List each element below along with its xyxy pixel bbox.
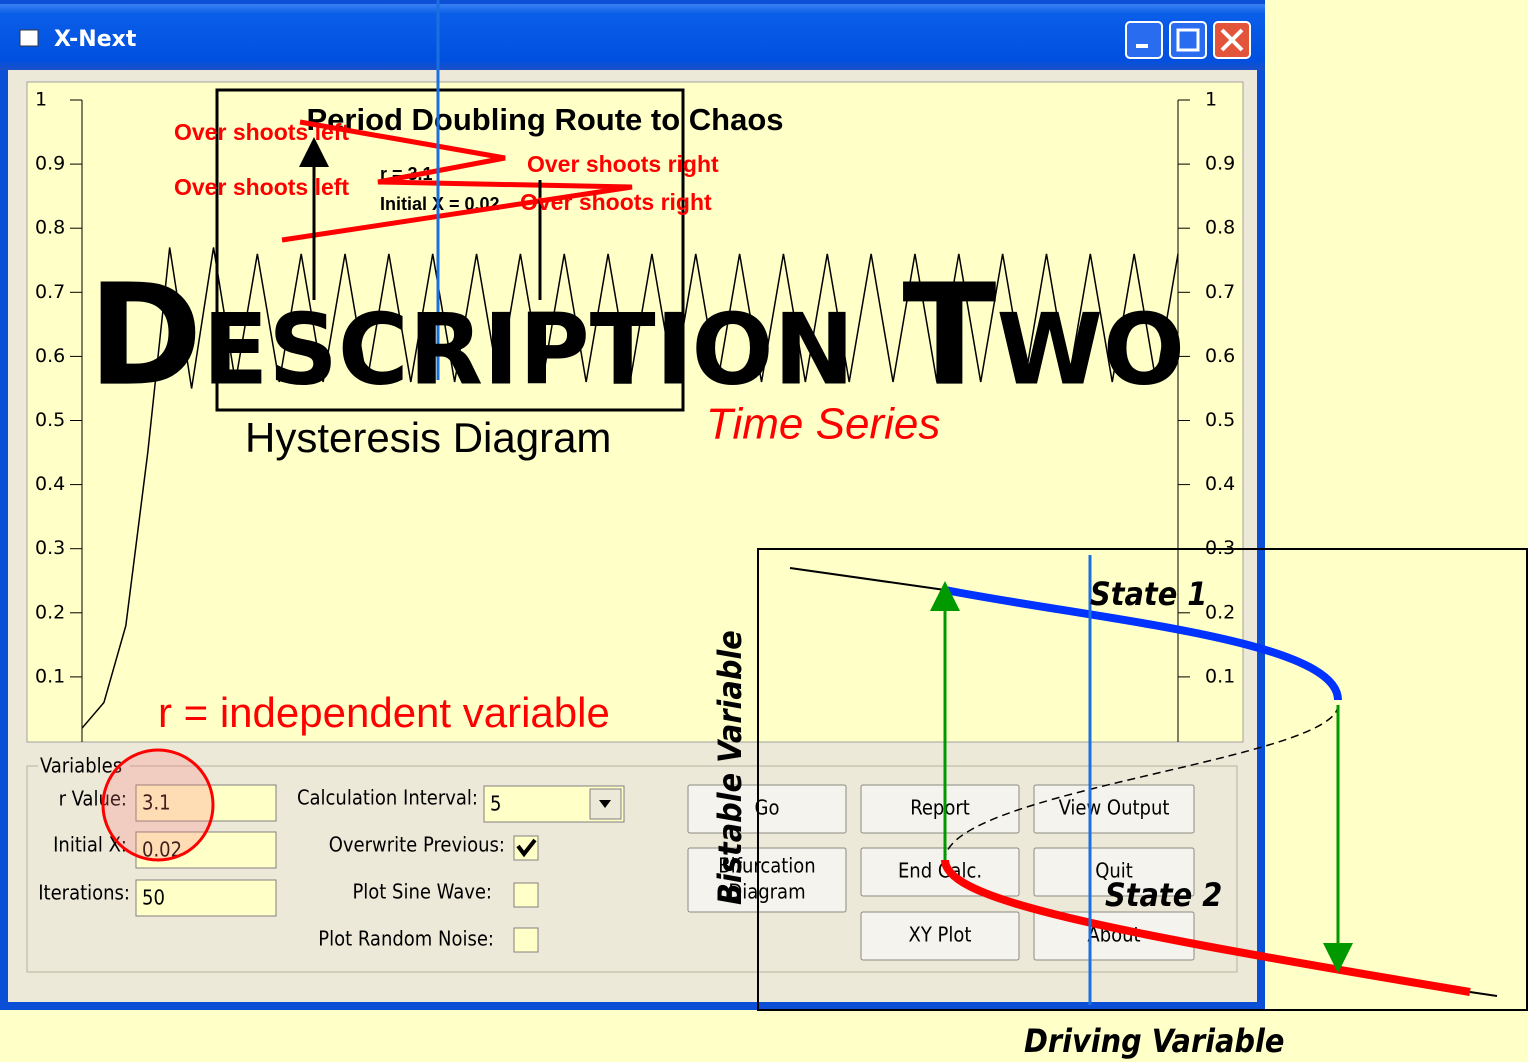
y-tick-label: 0.7 bbox=[35, 281, 65, 303]
y-tick-label: 1 bbox=[35, 89, 47, 111]
heading: Description Two bbox=[88, 255, 1185, 418]
y-tick-label: 1 bbox=[1205, 89, 1217, 111]
y-tick-label: 0.5 bbox=[35, 409, 65, 431]
y-tick-label: 0.8 bbox=[35, 217, 65, 239]
button-label: Diagram bbox=[728, 880, 805, 904]
iter-value: 50 bbox=[142, 886, 165, 910]
y-tick-label: 0.4 bbox=[1205, 473, 1235, 495]
x-label: Initial X: bbox=[53, 833, 127, 857]
button-label: End Calc. bbox=[898, 859, 982, 883]
y-tick-label: 0.4 bbox=[35, 473, 65, 495]
window-icon bbox=[19, 29, 39, 47]
hysteresis-label: Hysteresis Diagram bbox=[245, 414, 611, 461]
group-label-bg bbox=[38, 756, 130, 776]
noise-label: Plot Random Noise: bbox=[318, 927, 494, 951]
y-tick-label: 0.9 bbox=[1205, 153, 1235, 175]
annotation: Over shoots right bbox=[520, 189, 712, 215]
y-tick-label: 0.9 bbox=[35, 153, 65, 175]
x-axis-label: Driving Variable bbox=[1024, 1022, 1284, 1060]
close-icon bbox=[1220, 28, 1244, 52]
maximize-button[interactable] bbox=[1169, 21, 1207, 59]
plot-area bbox=[26, 81, 1244, 743]
noise-checkbox[interactable] bbox=[513, 927, 539, 953]
check-mark bbox=[516, 838, 537, 858]
minimize-icon bbox=[1136, 44, 1148, 48]
time-series-label: Time Series bbox=[706, 400, 940, 449]
y-tick-label: 0.8 bbox=[1205, 217, 1235, 239]
time-series-line bbox=[81, 247, 1179, 729]
sine-checkbox[interactable] bbox=[513, 882, 539, 908]
plot-x: Initial X = 0.02 bbox=[380, 194, 500, 214]
title-bar bbox=[0, 4, 1265, 70]
button[interactable] bbox=[860, 911, 1020, 961]
button[interactable] bbox=[860, 847, 1020, 897]
state-label: State 1 bbox=[1090, 575, 1207, 613]
group-label: Variables bbox=[40, 754, 122, 778]
curve bbox=[789, 567, 946, 591]
y-tick-label: 0.2 bbox=[35, 601, 65, 623]
button-label: Quit bbox=[1095, 859, 1133, 883]
button[interactable] bbox=[1033, 847, 1195, 897]
y-tick-label: 0.1 bbox=[35, 665, 65, 687]
minimize-button[interactable] bbox=[1125, 21, 1163, 59]
annotation: Over shoots left bbox=[174, 174, 349, 200]
y-tick-label: 0.6 bbox=[35, 345, 65, 367]
maximize-icon bbox=[1176, 28, 1200, 52]
r-value: 3.1 bbox=[142, 791, 171, 815]
button[interactable] bbox=[1033, 784, 1195, 834]
button-label: XY Plot bbox=[909, 923, 972, 947]
x-input[interactable] bbox=[135, 831, 277, 869]
y-tick-label: 0.5 bbox=[1205, 409, 1235, 431]
window-title: X-Next bbox=[54, 27, 137, 52]
annotation: Over shoots left bbox=[174, 119, 349, 145]
r-label: r Value: bbox=[59, 787, 127, 811]
state-label: State 2 bbox=[1105, 876, 1222, 914]
y-tick-label: 0.1 bbox=[1205, 665, 1235, 687]
y-tick-label: 0.2 bbox=[1205, 601, 1235, 623]
button-label: Bifurcation bbox=[718, 854, 815, 878]
curve bbox=[1469, 991, 1498, 997]
interval-value: 5 bbox=[490, 792, 501, 816]
y-tick-label: 0.6 bbox=[1205, 345, 1235, 367]
plot-title: Period Doubling Route to Chaos bbox=[306, 102, 783, 137]
highlight-circle bbox=[101, 748, 215, 862]
button-label: View Output bbox=[1059, 796, 1170, 820]
y-axis-label: Bistable Variable bbox=[711, 630, 749, 905]
sine-label: Plot Sine Wave: bbox=[352, 880, 492, 904]
y-tick-label: 0.3 bbox=[35, 537, 65, 559]
button[interactable] bbox=[1033, 911, 1195, 961]
button[interactable] bbox=[687, 847, 847, 913]
overwrite-label: Overwrite Previous: bbox=[329, 833, 505, 857]
button-label: Report bbox=[910, 796, 970, 820]
unstable-branch bbox=[944, 704, 1339, 861]
annotation: Over shoots right bbox=[527, 151, 719, 177]
variables-group bbox=[26, 765, 1238, 973]
r-note: r = independent variable bbox=[158, 689, 610, 736]
interval-label: Calculation Interval: bbox=[297, 786, 478, 810]
iter-input[interactable] bbox=[135, 879, 277, 917]
iter-label: Iterations: bbox=[38, 881, 130, 905]
button[interactable] bbox=[687, 784, 847, 834]
r-input[interactable] bbox=[135, 784, 277, 822]
dropdown-arrow bbox=[599, 800, 611, 808]
hysteresis-box bbox=[757, 548, 1528, 1011]
y-tick-label: 0.7 bbox=[1205, 281, 1235, 303]
upper-branch bbox=[944, 586, 1342, 701]
annotation-box bbox=[215, 88, 685, 412]
